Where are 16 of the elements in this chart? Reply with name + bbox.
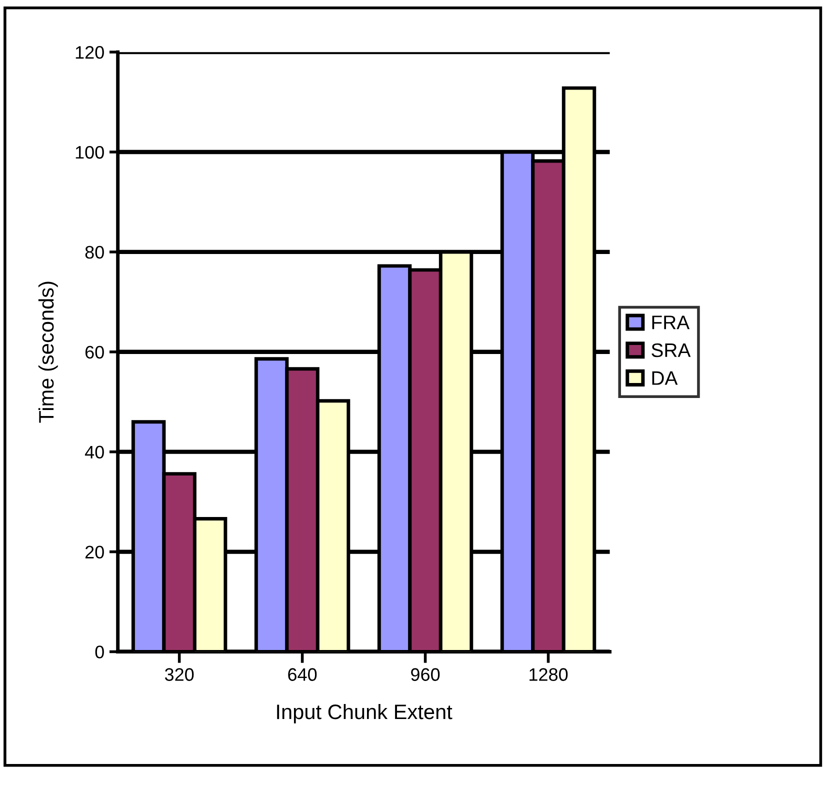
y-tick-label: 120	[76, 46, 104, 59]
y-tick-label: 40	[84, 446, 104, 459]
y-tick-label: 20	[85, 546, 104, 558]
legend-label: DA	[652, 371, 678, 385]
x-tick-label: 1280	[530, 668, 568, 681]
y-tick-label: 0	[95, 646, 104, 658]
legend-label: FRA	[652, 316, 690, 330]
y-axis-title: Time (seconds)	[38, 282, 58, 423]
x-axis-title: Input Chunk Extent	[277, 704, 452, 724]
x-tick-label: 320	[164, 668, 194, 681]
y-tick-label: 100	[76, 146, 104, 159]
x-tick-label: 640	[288, 668, 317, 681]
y-tick-label: 60	[85, 346, 104, 359]
y-tick-label: 80	[85, 246, 104, 259]
legend-label: SRA	[652, 343, 691, 358]
x-tick-label: 960	[411, 668, 440, 681]
